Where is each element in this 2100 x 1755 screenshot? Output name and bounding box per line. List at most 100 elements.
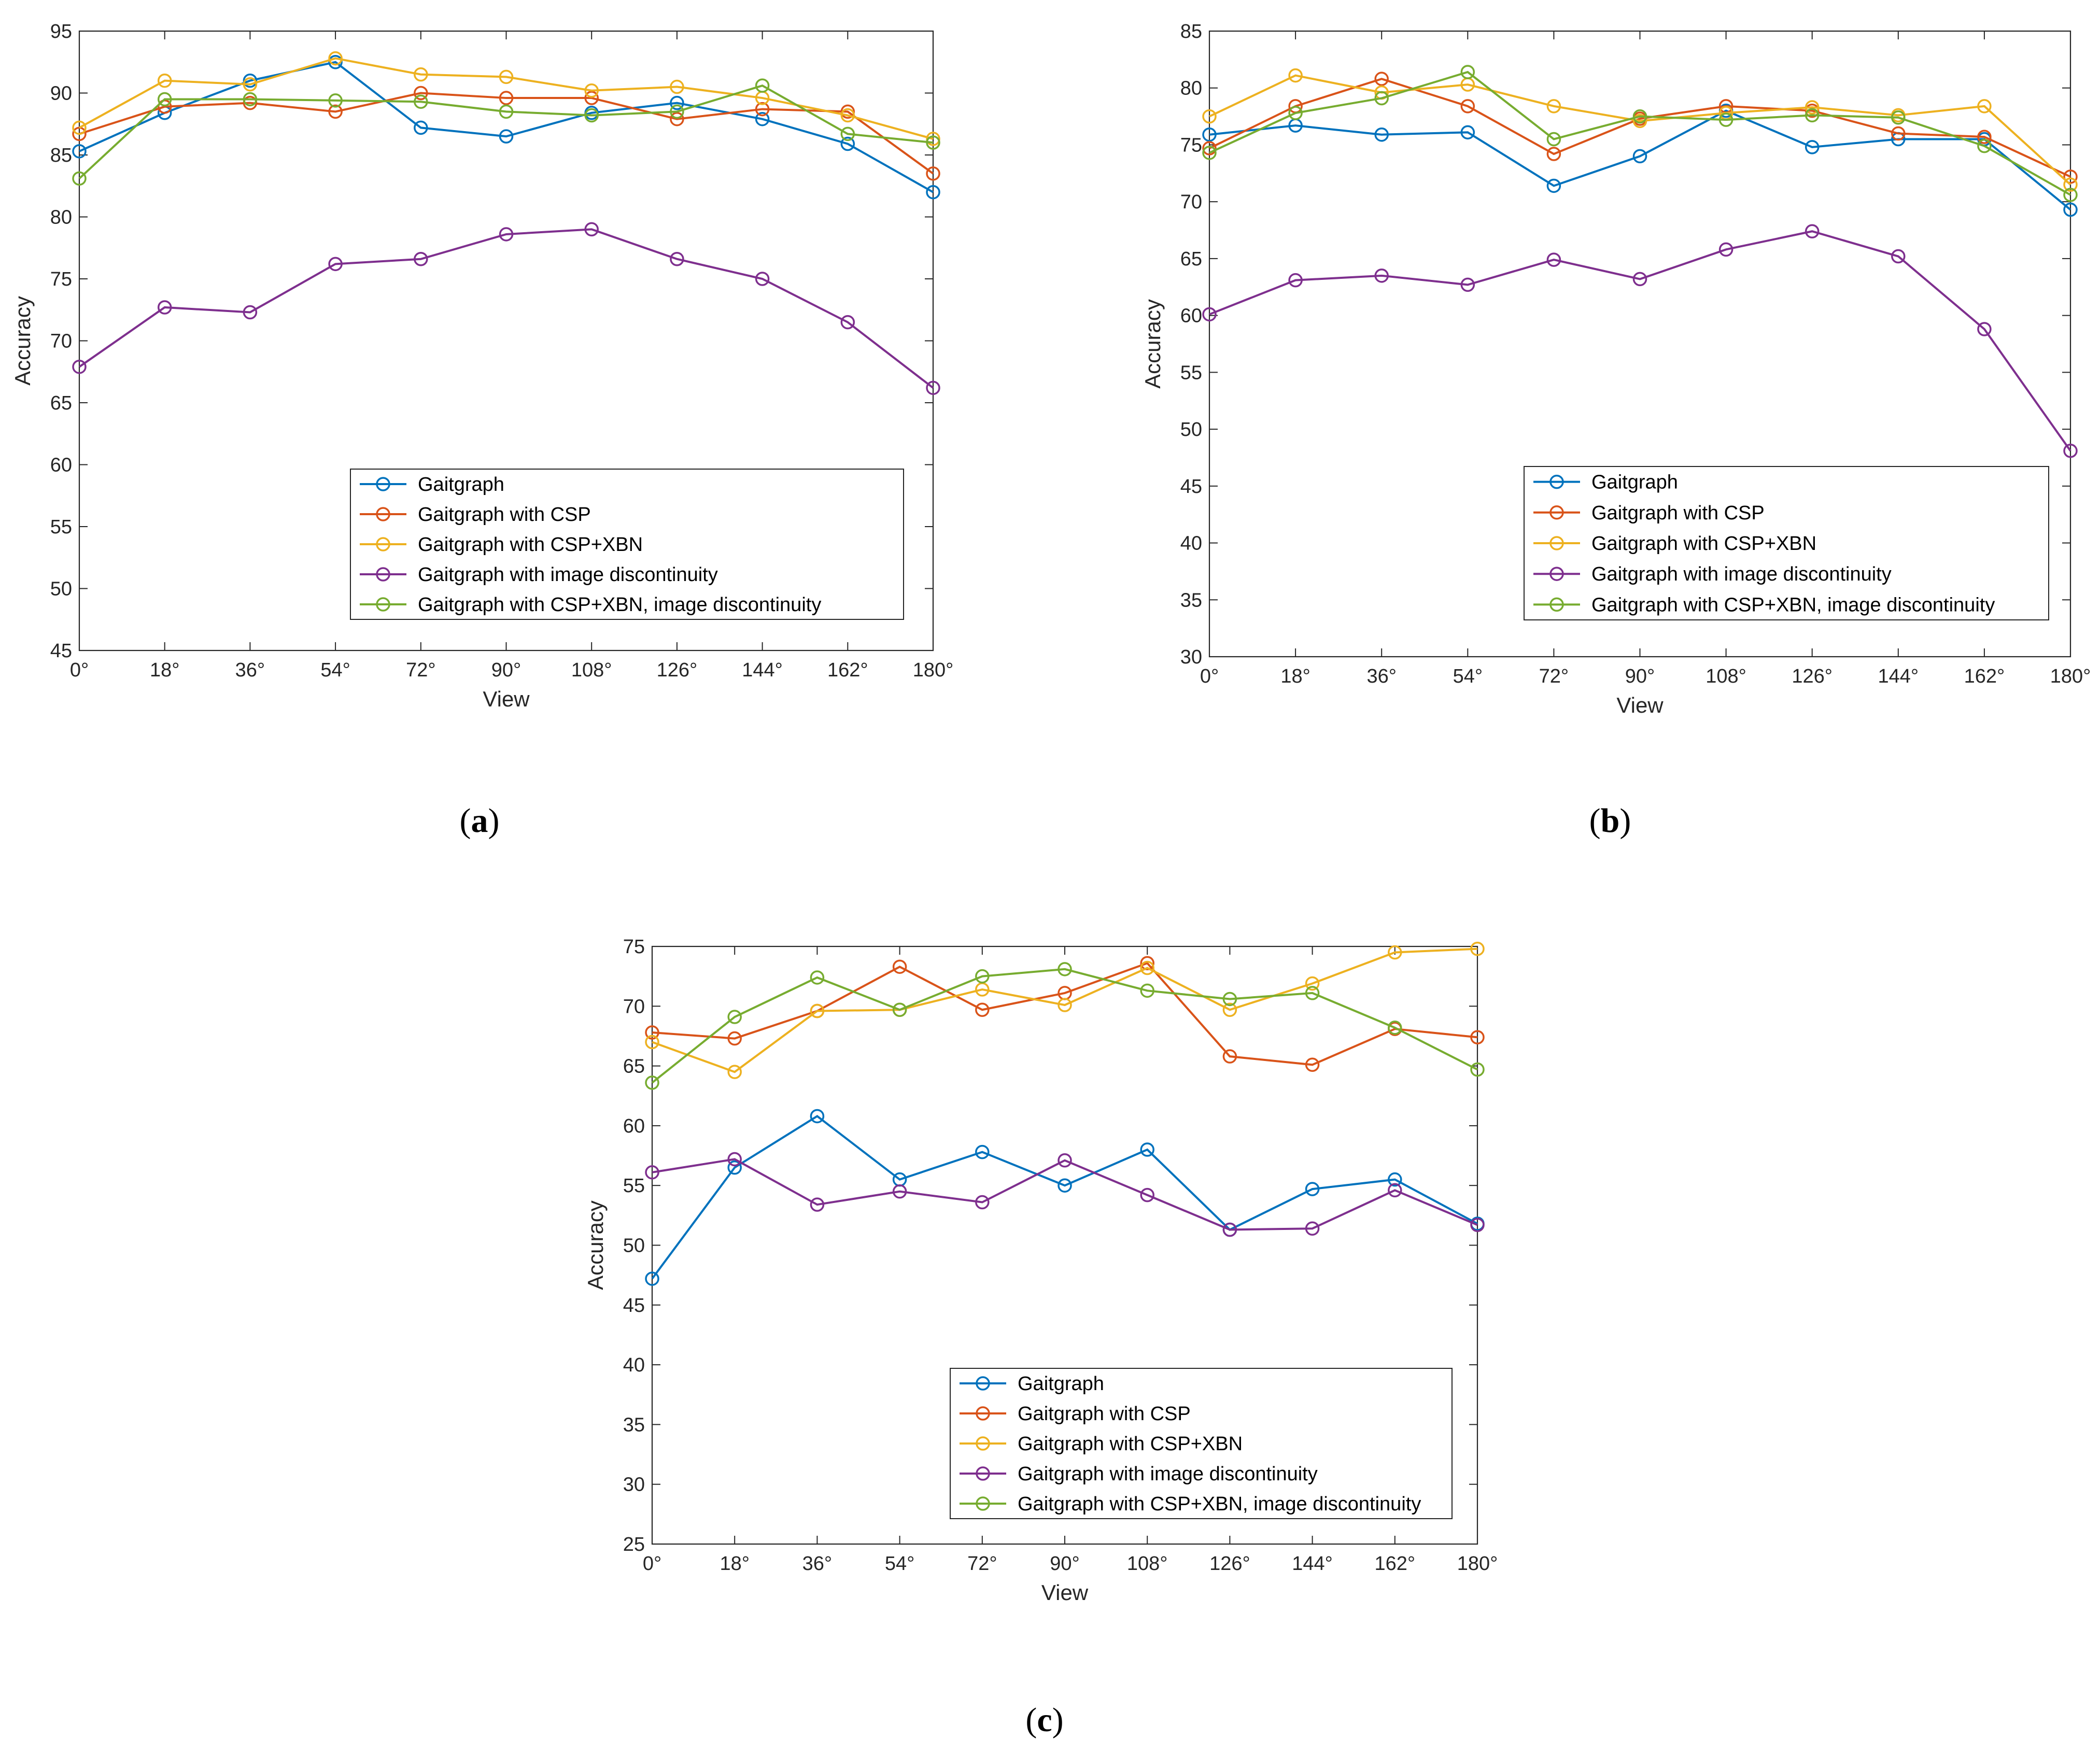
legend: Gaitgraph Gaitgraph with CSP Gaitgraph wit… bbox=[350, 469, 904, 620]
x-tick-label: 54° bbox=[320, 659, 350, 681]
y-tick-label: 80 bbox=[1180, 78, 1202, 100]
data-point-marker bbox=[1891, 110, 1906, 125]
data-point-marker bbox=[645, 1165, 659, 1180]
data-point-marker bbox=[157, 73, 172, 88]
legend-marker-sample bbox=[1549, 474, 1564, 489]
data-point-marker bbox=[499, 227, 514, 242]
y-axis-label: Accuracy bbox=[583, 1200, 608, 1290]
chart-panel-a: 45 50 55 60 65 70 75 80 85 90 95 0° 18° 36° 54° 72° 90° 1… bbox=[10, 21, 953, 711]
series-2 bbox=[645, 941, 1485, 1079]
data-point-marker bbox=[1977, 99, 1992, 114]
x-tick-label: 18° bbox=[720, 1553, 749, 1575]
series-3 bbox=[1202, 224, 2078, 458]
data-point-marker bbox=[1305, 986, 1320, 1000]
data-point-marker bbox=[1718, 112, 1733, 127]
legend-marker-sample bbox=[1549, 567, 1564, 581]
data-point-marker bbox=[2063, 444, 2078, 458]
data-point-marker bbox=[810, 970, 825, 985]
x-tick-label: 144° bbox=[742, 659, 783, 681]
data-point-marker bbox=[499, 91, 514, 105]
legend-entry: Gaitgraph bbox=[1018, 1373, 1104, 1395]
series-2 bbox=[72, 51, 940, 146]
legend-entry: Gaitgraph with image discontinuity bbox=[418, 564, 718, 586]
y-tick-label: 45 bbox=[1180, 476, 1202, 498]
series-line bbox=[1209, 109, 2071, 211]
legend-marker-sample bbox=[976, 1466, 990, 1481]
legend-box bbox=[1524, 466, 2049, 620]
x-tick-label: 72° bbox=[406, 659, 435, 681]
data-point-marker bbox=[1546, 147, 1561, 161]
series-line bbox=[79, 57, 934, 140]
x-tick-label: 54° bbox=[885, 1553, 914, 1575]
x-tick-label: 18° bbox=[1280, 666, 1310, 687]
panel-label-letter: b bbox=[1601, 802, 1620, 840]
series-4 bbox=[72, 78, 940, 186]
series-line bbox=[79, 61, 934, 193]
x-tick-label: 126° bbox=[1792, 666, 1833, 687]
data-point-marker bbox=[1288, 68, 1303, 83]
data-point-marker bbox=[243, 95, 258, 110]
data-point-marker bbox=[1460, 65, 1475, 79]
data-point-marker bbox=[926, 185, 940, 200]
data-point-marker bbox=[1058, 962, 1072, 976]
data-point-marker bbox=[414, 67, 428, 82]
data-point-marker bbox=[1460, 99, 1475, 114]
data-point-marker bbox=[670, 111, 684, 126]
data-point-marker bbox=[1374, 127, 1389, 142]
panel-label: (a) bbox=[460, 802, 500, 840]
data-point-marker bbox=[1470, 1030, 1485, 1045]
legend-marker-sample bbox=[976, 1376, 990, 1391]
x-tick-label: 36° bbox=[235, 659, 265, 681]
series-line bbox=[78, 84, 934, 179]
data-point-marker bbox=[670, 95, 684, 110]
data-point-marker bbox=[328, 55, 343, 69]
y-tick-label: 60 bbox=[1180, 305, 1202, 327]
panel-label-paren: ( bbox=[1589, 802, 1601, 840]
y-axis-label: Accuracy bbox=[1140, 299, 1165, 389]
data-point-marker bbox=[926, 132, 940, 146]
legend-marker-sample bbox=[1549, 505, 1564, 520]
series-line bbox=[652, 961, 1478, 1066]
data-point-marker bbox=[1305, 1182, 1320, 1196]
data-point-marker bbox=[670, 104, 684, 119]
y-tick-label: 85 bbox=[1180, 21, 1202, 43]
legend-marker-sample bbox=[976, 1436, 990, 1451]
data-point-marker bbox=[892, 1184, 907, 1199]
series-line bbox=[651, 968, 1478, 1084]
data-point-marker bbox=[1202, 146, 1217, 160]
legend-marker-sample bbox=[1549, 536, 1564, 550]
data-point-marker bbox=[2063, 202, 2078, 217]
legend-entry: Gaitgraph with CSP+XBN, image discontinu… bbox=[1591, 594, 1995, 616]
data-point-marker bbox=[755, 78, 770, 93]
data-point-marker bbox=[72, 144, 87, 159]
x-tick-label: 162° bbox=[1964, 666, 2005, 687]
data-point-marker bbox=[1305, 1221, 1320, 1236]
legend-entry: Gaitgraph with CSP+XBN, image discontinu… bbox=[418, 594, 821, 616]
data-point-marker bbox=[2063, 169, 2078, 184]
y-tick-label: 30 bbox=[623, 1474, 645, 1496]
y-tick-label: 70 bbox=[1180, 191, 1202, 213]
y-tick-label: 60 bbox=[623, 1115, 645, 1137]
data-point-marker bbox=[1058, 998, 1072, 1012]
data-point-marker bbox=[1222, 1002, 1237, 1017]
y-tick-label: 60 bbox=[50, 455, 72, 476]
x-tick-label: 126° bbox=[1209, 1553, 1250, 1575]
data-point-marker bbox=[1632, 272, 1647, 287]
data-point-marker bbox=[975, 1195, 990, 1210]
data-point-marker bbox=[810, 1109, 825, 1124]
data-point-marker bbox=[1632, 109, 1647, 124]
data-point-marker bbox=[840, 126, 855, 141]
series-line bbox=[78, 228, 934, 389]
series-line bbox=[79, 92, 934, 175]
y-tick-label: 30 bbox=[1180, 646, 1202, 668]
data-point-marker bbox=[1805, 224, 1820, 238]
series-3 bbox=[72, 222, 940, 395]
data-point-marker bbox=[810, 1003, 825, 1018]
y-tick-label: 85 bbox=[50, 145, 72, 166]
series-line bbox=[651, 1115, 1478, 1280]
panel-label-letter: c bbox=[1037, 1701, 1052, 1739]
data-point-marker bbox=[892, 1002, 907, 1017]
data-point-marker bbox=[499, 129, 514, 144]
legend-marker-sample bbox=[976, 1406, 990, 1421]
